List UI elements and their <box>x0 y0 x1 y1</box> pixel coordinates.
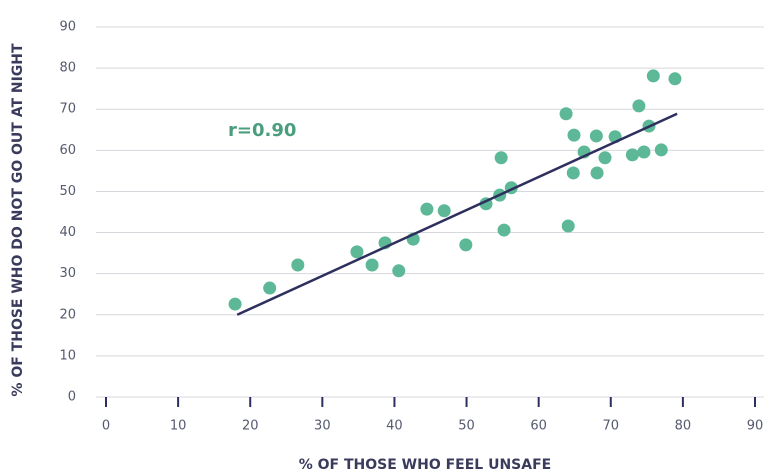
x-tick-label: 50 <box>458 419 475 434</box>
y-tick-label: 20 <box>59 307 76 322</box>
point <box>494 151 508 165</box>
x-axis-title: % OF THOSE WHO FEEL UNSAFE <box>299 457 551 473</box>
point <box>497 223 511 237</box>
point <box>459 238 473 252</box>
x-tick-label: 30 <box>314 419 331 434</box>
point <box>365 258 379 272</box>
y-tick-label: 10 <box>59 348 76 363</box>
point <box>632 99 646 113</box>
x-tick-label: 40 <box>386 419 403 434</box>
point <box>598 151 612 165</box>
point <box>668 72 682 86</box>
y-tick-label: 40 <box>59 225 76 240</box>
y-tick-label: 70 <box>59 102 76 117</box>
point <box>291 258 305 272</box>
point <box>654 143 668 157</box>
point <box>437 204 451 218</box>
point <box>637 145 651 159</box>
y-tick-label: 80 <box>59 61 76 76</box>
point <box>590 166 604 180</box>
y-tick-label: 50 <box>59 184 76 199</box>
x-tick-label: 20 <box>242 419 259 434</box>
x-tick-label: 80 <box>675 419 692 434</box>
x-tick-label: 60 <box>530 419 547 434</box>
x-tick-label: 90 <box>747 419 764 434</box>
point <box>567 128 581 142</box>
point <box>561 219 575 233</box>
point <box>559 107 573 121</box>
x-tick-label: 70 <box>603 419 620 434</box>
point <box>625 148 639 162</box>
y-axis-title: % OF THOSE WHO DO NOT GO OUT AT NIGHT <box>10 43 26 397</box>
point <box>420 202 434 216</box>
point <box>263 281 277 295</box>
point <box>566 166 580 180</box>
point <box>646 69 660 83</box>
y-tick-label: 90 <box>59 20 76 35</box>
annotation: r=0.90 <box>228 120 296 141</box>
point <box>589 129 603 143</box>
y-tick-label: 60 <box>59 143 76 158</box>
point <box>350 245 364 259</box>
y-tick-label: 0 <box>68 390 76 405</box>
x-tick-label: 10 <box>170 419 187 434</box>
point <box>228 297 242 311</box>
y-tick-label: 30 <box>59 266 76 281</box>
trend-line <box>236 112 678 316</box>
x-tick-label: 0 <box>102 419 110 434</box>
point <box>392 264 406 278</box>
